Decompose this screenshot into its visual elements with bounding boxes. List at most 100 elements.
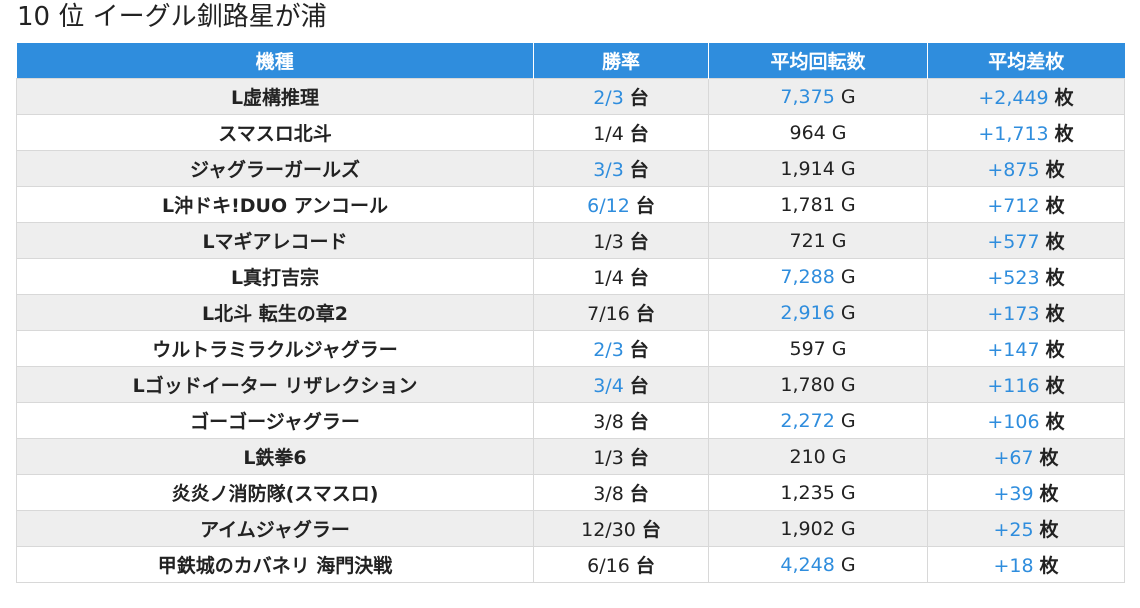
header-average-spins: 平均回転数 — [708, 43, 928, 79]
table-row: L北斗 転生の章2 7/16 台 2,916 G +173 枚 — [16, 294, 1125, 331]
win-rate-unit: 台 — [629, 339, 649, 361]
average-diff-value: +1,713 — [978, 123, 1049, 145]
table-row: L沖ドキ!DUO アンコール 6/12 台 1,781 G +712 枚 — [16, 186, 1125, 223]
average-diff-unit: 枚 — [1045, 195, 1065, 217]
average-spins-unit: G — [831, 121, 847, 144]
average-spins-value: 7,288 — [780, 265, 835, 288]
win-rate-unit: 台 — [641, 519, 661, 541]
win-rate-cell: 3/8 台 — [533, 402, 709, 439]
average-spins-value: 7,375 — [780, 85, 835, 108]
win-rate-value: 3/3 — [593, 159, 624, 181]
win-rate-unit: 台 — [635, 303, 655, 325]
average-diff-cell: +18 枚 — [927, 546, 1125, 583]
table-row: Lマギアレコード 1/3 台 721 G +577 枚 — [16, 222, 1125, 259]
average-spins-value: 1,781 — [780, 193, 835, 216]
average-diff-unit: 枚 — [1054, 123, 1074, 145]
win-rate-cell: 12/30 台 — [533, 510, 709, 547]
win-rate-value: 1/4 — [593, 123, 624, 145]
win-rate-value: 1/3 — [593, 231, 624, 253]
average-spins-value: 2,916 — [780, 301, 835, 324]
table-row: 甲鉄城のカバネリ 海門決戦 6/16 台 4,248 G +18 枚 — [16, 546, 1125, 583]
win-rate-cell: 1/4 台 — [533, 114, 709, 151]
average-diff-cell: +577 枚 — [927, 222, 1125, 259]
win-rate-value: 6/16 — [587, 555, 630, 577]
average-spins-value: 721 — [789, 229, 826, 252]
average-diff-unit: 枚 — [1045, 267, 1065, 289]
average-spins-unit: G — [840, 553, 856, 576]
win-rate-unit: 台 — [629, 375, 649, 397]
average-diff-cell: +173 枚 — [927, 294, 1125, 331]
average-spins-unit: G — [840, 373, 856, 396]
average-diff-value: +67 — [993, 447, 1034, 469]
average-diff-cell: +1,713 枚 — [927, 114, 1125, 151]
average-spins-unit: G — [840, 157, 856, 180]
machine-name-cell: L北斗 転生の章2 — [16, 294, 534, 331]
win-rate-cell: 1/3 台 — [533, 438, 709, 475]
average-spins-cell: 2,916 G — [708, 294, 928, 331]
win-rate-value: 6/12 — [587, 195, 630, 217]
average-spins-cell: 1,914 G — [708, 150, 928, 187]
average-spins-value: 210 — [789, 445, 826, 468]
average-diff-value: +18 — [993, 555, 1034, 577]
machine-name-cell: 甲鉄城のカバネリ 海門決戦 — [16, 546, 534, 583]
average-spins-value: 1,235 — [780, 481, 835, 504]
win-rate-value: 3/8 — [593, 411, 624, 433]
win-rate-cell: 7/16 台 — [533, 294, 709, 331]
average-diff-value: +875 — [987, 159, 1040, 181]
average-diff-value: +523 — [987, 267, 1040, 289]
table-row: ウルトラミラクルジャグラー 2/3 台 597 G +147 枚 — [16, 330, 1125, 367]
machine-name-cell: L虚構推理 — [16, 78, 534, 115]
average-diff-value: +577 — [987, 231, 1040, 253]
win-rate-cell: 3/4 台 — [533, 366, 709, 403]
table-row: L鉄拳6 1/3 台 210 G +67 枚 — [16, 438, 1125, 475]
win-rate-value: 2/3 — [593, 87, 624, 109]
average-diff-cell: +25 枚 — [927, 510, 1125, 547]
average-spins-cell: 7,375 G — [708, 78, 928, 115]
win-rate-unit: 台 — [635, 555, 655, 577]
average-diff-value: +106 — [987, 411, 1040, 433]
page-title: 10 位 イーグル釧路星が浦 — [17, 2, 327, 32]
table-row: ゴーゴージャグラー 3/8 台 2,272 G +106 枚 — [16, 402, 1125, 439]
average-spins-value: 2,272 — [780, 409, 835, 432]
average-diff-unit: 枚 — [1045, 303, 1065, 325]
average-diff-value: +147 — [987, 339, 1040, 361]
average-diff-unit: 枚 — [1045, 159, 1065, 181]
average-spins-unit: G — [831, 229, 847, 252]
average-spins-cell: 7,288 G — [708, 258, 928, 295]
average-diff-cell: +147 枚 — [927, 330, 1125, 367]
average-spins-unit: G — [840, 517, 856, 540]
average-spins-cell: 964 G — [708, 114, 928, 151]
machine-name-cell: L鉄拳6 — [16, 438, 534, 475]
machine-name-cell: スマスロ北斗 — [16, 114, 534, 151]
average-spins-unit: G — [840, 301, 856, 324]
win-rate-value: 1/3 — [593, 447, 624, 469]
average-diff-value: +25 — [993, 519, 1034, 541]
table-row: 炎炎ノ消防隊(スマスロ) 3/8 台 1,235 G +39 枚 — [16, 474, 1125, 511]
win-rate-value: 3/8 — [593, 483, 624, 505]
win-rate-unit: 台 — [629, 87, 649, 109]
table-header-row: 機種 勝率 平均回転数 平均差枚 — [16, 43, 1125, 79]
average-spins-value: 4,248 — [780, 553, 835, 576]
average-diff-unit: 枚 — [1039, 447, 1059, 469]
average-spins-value: 1,902 — [780, 517, 835, 540]
average-diff-unit: 枚 — [1045, 411, 1065, 433]
header-average-diff: 平均差枚 — [927, 43, 1125, 79]
average-spins-value: 1,914 — [780, 157, 835, 180]
win-rate-cell: 3/3 台 — [533, 150, 709, 187]
header-machine: 機種 — [16, 43, 534, 79]
machine-name-cell: 炎炎ノ消防隊(スマスロ) — [16, 474, 534, 511]
win-rate-cell: 3/8 台 — [533, 474, 709, 511]
win-rate-unit: 台 — [629, 411, 649, 433]
average-spins-cell: 2,272 G — [708, 402, 928, 439]
win-rate-unit: 台 — [629, 483, 649, 505]
win-rate-unit: 台 — [629, 231, 649, 253]
header-win-rate: 勝率 — [533, 43, 709, 79]
average-diff-cell: +116 枚 — [927, 366, 1125, 403]
win-rate-unit: 台 — [629, 123, 649, 145]
table-body: L虚構推理 2/3 台 7,375 G +2,449 枚スマスロ北斗 1/4 台 964 G +1,7… — [16, 78, 1125, 583]
machine-name-cell: Lゴッドイーター リザレクション — [16, 366, 534, 403]
average-diff-value: +712 — [987, 195, 1040, 217]
average-spins-unit: G — [831, 445, 847, 468]
average-spins-unit: G — [840, 481, 856, 504]
